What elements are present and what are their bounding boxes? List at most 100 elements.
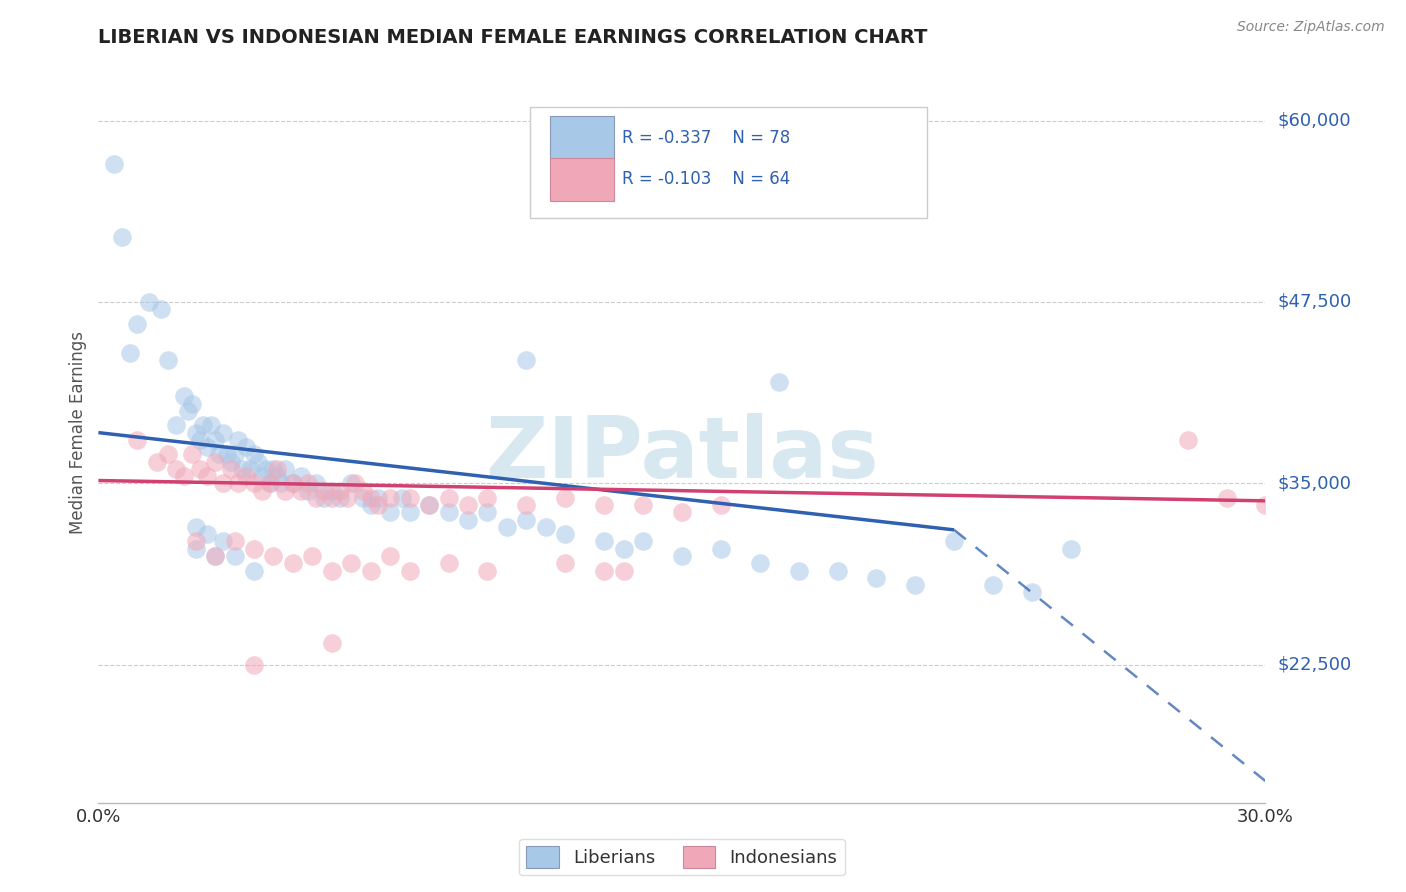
Point bbox=[671, 506, 693, 520]
Point bbox=[534, 520, 557, 534]
Point bbox=[360, 564, 382, 578]
Point bbox=[281, 476, 304, 491]
Point bbox=[219, 455, 242, 469]
Point bbox=[219, 462, 242, 476]
Point bbox=[329, 483, 352, 498]
Point bbox=[204, 549, 226, 563]
Point bbox=[266, 469, 288, 483]
Point bbox=[321, 491, 343, 505]
Point bbox=[195, 527, 218, 541]
Text: R = -0.337    N = 78: R = -0.337 N = 78 bbox=[623, 129, 790, 147]
Point bbox=[593, 498, 616, 512]
Point bbox=[1021, 585, 1043, 599]
FancyBboxPatch shape bbox=[550, 117, 614, 160]
Text: $22,500: $22,500 bbox=[1277, 656, 1351, 673]
Point bbox=[200, 418, 222, 433]
Text: ZIPatlas: ZIPatlas bbox=[485, 413, 879, 496]
Point bbox=[212, 425, 235, 440]
FancyBboxPatch shape bbox=[550, 158, 614, 201]
Point bbox=[290, 483, 312, 498]
Point bbox=[215, 447, 238, 461]
Point bbox=[157, 447, 180, 461]
Point bbox=[360, 498, 382, 512]
Point bbox=[281, 476, 304, 491]
Point bbox=[352, 483, 374, 498]
Point bbox=[180, 447, 202, 461]
Point bbox=[204, 455, 226, 469]
Point bbox=[367, 498, 389, 512]
Point bbox=[631, 498, 654, 512]
Text: Source: ZipAtlas.com: Source: ZipAtlas.com bbox=[1237, 20, 1385, 34]
Point bbox=[943, 534, 966, 549]
Point bbox=[321, 564, 343, 578]
Point bbox=[457, 498, 479, 512]
Point bbox=[138, 295, 160, 310]
Point bbox=[312, 483, 335, 498]
Point bbox=[418, 498, 440, 512]
Point bbox=[457, 513, 479, 527]
Point bbox=[391, 491, 413, 505]
Point bbox=[613, 541, 636, 556]
Point bbox=[270, 476, 292, 491]
Point bbox=[554, 556, 576, 570]
Point bbox=[418, 498, 440, 512]
Point bbox=[243, 476, 266, 491]
Point bbox=[239, 462, 262, 476]
Point bbox=[865, 571, 887, 585]
Point bbox=[184, 425, 207, 440]
Point bbox=[127, 433, 149, 447]
Point bbox=[398, 491, 420, 505]
Point bbox=[477, 506, 499, 520]
Point bbox=[180, 396, 202, 410]
Point bbox=[398, 506, 420, 520]
Point bbox=[613, 564, 636, 578]
Point bbox=[380, 491, 402, 505]
Point bbox=[228, 433, 250, 447]
Text: $60,000: $60,000 bbox=[1277, 112, 1351, 129]
Point bbox=[157, 353, 180, 368]
Point bbox=[515, 498, 537, 512]
Point bbox=[188, 462, 211, 476]
Point bbox=[329, 491, 352, 505]
Point bbox=[554, 527, 576, 541]
Point bbox=[1215, 491, 1237, 505]
Point bbox=[177, 404, 200, 418]
Point bbox=[184, 541, 207, 556]
Point bbox=[477, 491, 499, 505]
Text: R = -0.103    N = 64: R = -0.103 N = 64 bbox=[623, 170, 790, 188]
Point bbox=[1254, 498, 1277, 512]
Point bbox=[243, 657, 266, 672]
Point bbox=[301, 549, 323, 563]
Point bbox=[437, 491, 460, 505]
Point bbox=[243, 447, 266, 461]
Point bbox=[593, 534, 616, 549]
Point bbox=[259, 476, 281, 491]
Point bbox=[297, 483, 319, 498]
Legend: Liberians, Indonesians: Liberians, Indonesians bbox=[519, 838, 845, 875]
Point bbox=[212, 476, 235, 491]
Point bbox=[787, 564, 810, 578]
Point bbox=[367, 491, 389, 505]
Point bbox=[149, 302, 172, 317]
Point bbox=[748, 556, 770, 570]
Point bbox=[1060, 541, 1083, 556]
Point bbox=[184, 534, 207, 549]
Point bbox=[352, 491, 374, 505]
Point bbox=[281, 556, 304, 570]
Point bbox=[254, 462, 277, 476]
Point bbox=[224, 447, 246, 461]
Point bbox=[321, 636, 343, 650]
Point bbox=[360, 491, 382, 505]
Point bbox=[246, 455, 269, 469]
Point bbox=[710, 541, 733, 556]
Y-axis label: Median Female Earnings: Median Female Earnings bbox=[69, 331, 87, 534]
Point bbox=[904, 578, 927, 592]
Text: $47,500: $47,500 bbox=[1277, 293, 1351, 311]
Point bbox=[208, 447, 231, 461]
Text: $35,000: $35,000 bbox=[1277, 475, 1351, 492]
Point bbox=[235, 469, 257, 483]
Point bbox=[111, 229, 134, 244]
Point bbox=[127, 317, 149, 331]
Point bbox=[165, 418, 187, 433]
Point bbox=[262, 462, 284, 476]
